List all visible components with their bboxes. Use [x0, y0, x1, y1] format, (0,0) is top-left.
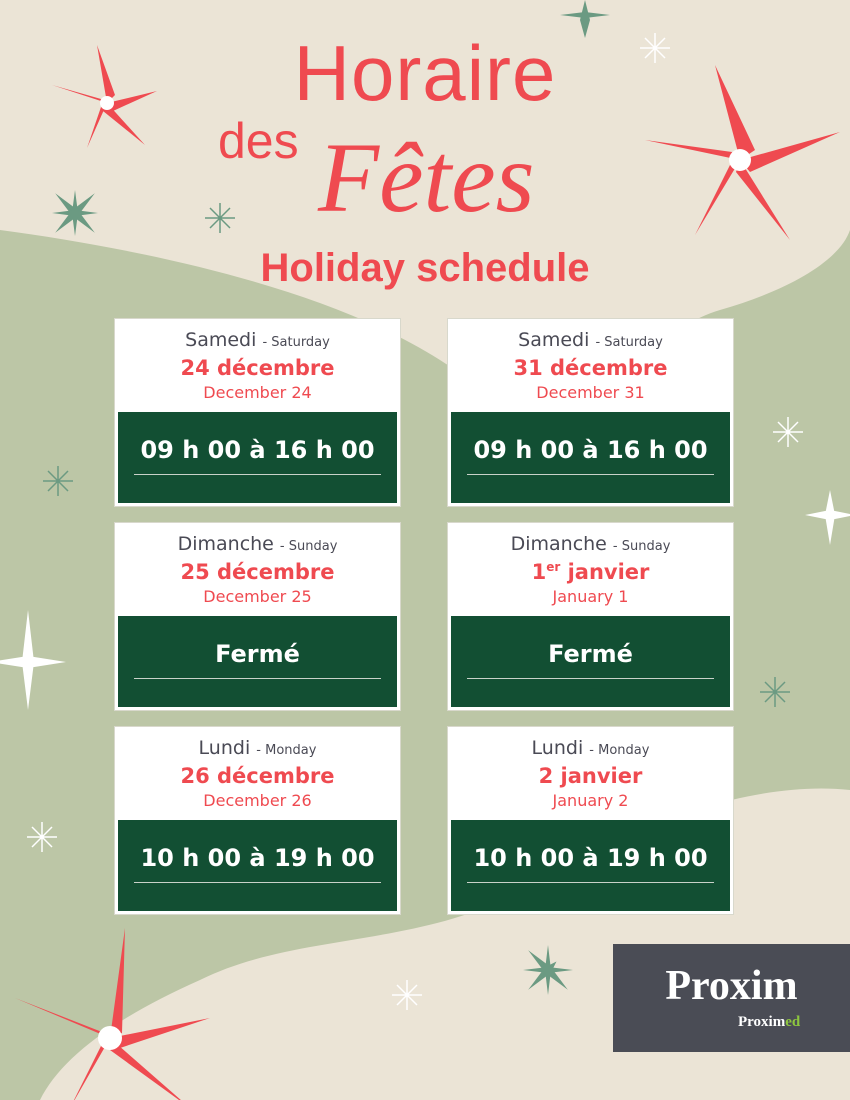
hours-text: 10 h 00 à 19 h 00: [140, 844, 375, 872]
hours-text: 09 h 00 à 16 h 00: [473, 436, 708, 464]
day-label: Samedi - Saturday: [185, 329, 330, 351]
logo-main-text: Proxim: [665, 963, 798, 1009]
date-fr: 25 décembre: [180, 560, 335, 584]
date-fr: 1er janvier: [531, 560, 650, 584]
divider: [134, 882, 381, 883]
schedule-card: Dimanche - Sunday 25 décembre December 2…: [114, 522, 401, 711]
date-fr: 2 janvier: [538, 764, 643, 788]
day-label: Lundi - Monday: [531, 737, 650, 759]
schedule-card: Samedi - Saturday 24 décembre December 2…: [114, 318, 401, 507]
hours-text: 10 h 00 à 19 h 00: [473, 844, 708, 872]
sparkle-icon: [27, 33, 803, 1010]
hours-panel: Fermé: [118, 615, 397, 707]
hours-panel: Fermé: [451, 615, 730, 707]
day-label: Dimanche - Sunday: [510, 533, 671, 555]
schedule-card: Samedi - Saturday 31 décembre December 3…: [447, 318, 734, 507]
schedule-card: Dimanche - Sunday 1er janvier January 1 …: [447, 522, 734, 711]
divider: [467, 882, 714, 883]
divider: [467, 678, 714, 679]
divider: [134, 474, 381, 475]
hours-text: Fermé: [215, 640, 300, 668]
subtitle-holiday-schedule: Holiday schedule: [260, 246, 590, 290]
sparkle-icon: [43, 203, 790, 707]
hours-text: 09 h 00 à 16 h 00: [140, 436, 375, 464]
title-horaire: Horaire: [293, 29, 557, 117]
title-des: des: [218, 113, 299, 169]
schedule-card: Lundi - Monday 26 décembre December 26 1…: [114, 726, 401, 915]
date-en: December 25: [203, 587, 312, 606]
date-fr: 26 décembre: [180, 764, 335, 788]
snowflake-icon: [0, 490, 850, 710]
day-label: Samedi - Saturday: [518, 329, 663, 351]
schedule-card: Lundi - Monday 2 janvier January 2 10 h …: [447, 726, 734, 915]
snowflake-icon: [52, 0, 610, 995]
day-label: Dimanche - Sunday: [177, 533, 338, 555]
date-en: January 2: [552, 791, 629, 810]
date-en: December 24: [203, 383, 312, 402]
title-fetes: Fêtes: [318, 122, 535, 233]
hours-panel: 10 h 00 à 19 h 00: [451, 819, 730, 911]
day-label: Lundi - Monday: [198, 737, 317, 759]
poinsettia-icon: [52, 45, 157, 148]
poinsettia-icon: [15, 928, 210, 1100]
date-fr: 31 décembre: [513, 356, 668, 380]
hours-panel: 09 h 00 à 16 h 00: [118, 411, 397, 503]
poinsettia-icon: [645, 65, 840, 240]
hours-text: Fermé: [548, 640, 633, 668]
logo-sub-text: Proximed: [738, 1014, 801, 1030]
hours-panel: 10 h 00 à 19 h 00: [118, 819, 397, 911]
proxim-logo: Proxim Proximed: [613, 944, 850, 1052]
date-en: January 1: [552, 587, 629, 606]
divider: [467, 474, 714, 475]
hours-panel: 09 h 00 à 16 h 00: [451, 411, 730, 503]
date-en: December 26: [203, 791, 312, 810]
divider: [134, 678, 381, 679]
date-fr: 24 décembre: [180, 356, 335, 380]
date-en: December 31: [536, 383, 645, 402]
